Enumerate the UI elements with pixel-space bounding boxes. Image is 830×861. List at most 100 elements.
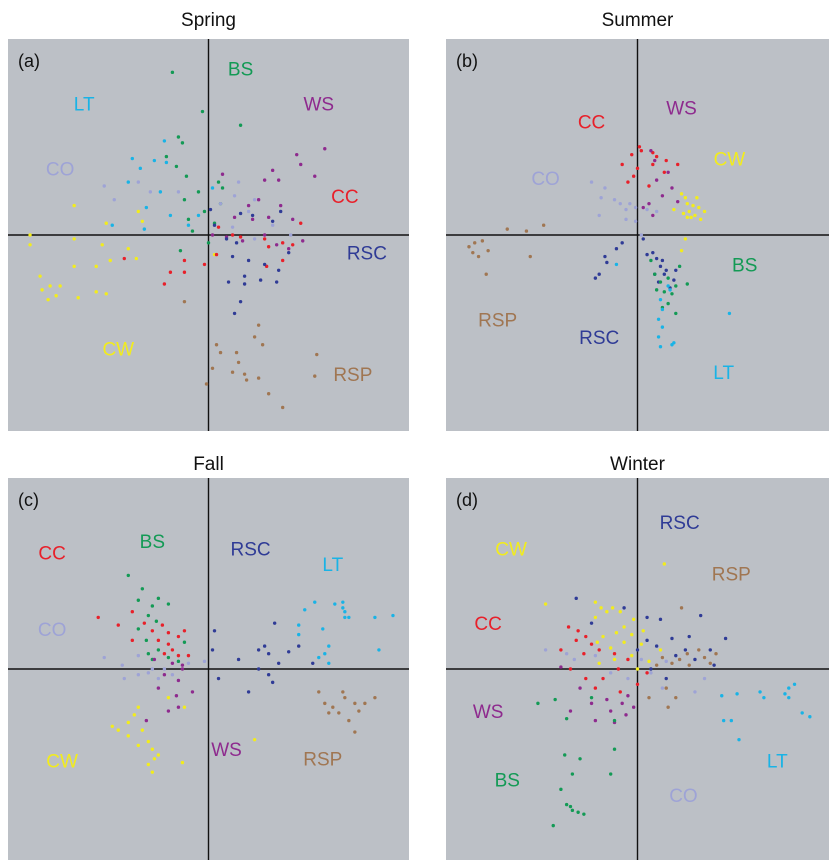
point-ws [240,239,245,243]
point-lt [210,186,215,190]
point-cw [622,640,626,644]
point-bs [174,164,179,169]
point-cc [559,648,563,652]
point-bs [582,812,586,816]
point-cw [612,657,617,662]
point-rsp [256,376,261,380]
point-co [252,198,257,202]
point-cc [566,625,571,629]
point-cc [130,638,135,643]
point-lt [656,317,661,321]
point-lt [614,262,619,267]
point-bs [196,190,201,194]
point-rsc [297,644,301,648]
point-bs [184,174,189,178]
point-co [136,673,141,677]
point-co [693,690,697,694]
point-rsc [258,278,263,282]
point-bs [564,802,569,807]
point-cc [654,154,659,159]
point-ws [190,690,195,694]
point-rsp [670,661,674,665]
group-label-rsp: RSP [712,564,751,585]
point-rsp [343,695,347,700]
point-lt [317,655,321,660]
point-rsp [280,405,285,410]
point-cw [166,695,171,700]
point-rsc [236,657,241,662]
point-rsc [212,223,217,227]
point-lt [792,682,797,686]
point-ws [180,663,185,667]
point-cc [162,282,167,286]
point-cw [104,221,108,225]
point-rsc [256,648,261,652]
point-cc [601,676,605,681]
point-lt [658,345,663,349]
point-co [572,657,577,662]
point-bs [220,186,225,190]
point-rsc [266,673,271,677]
point-cc [584,676,588,681]
point-rsc [270,680,275,685]
point-ws [176,678,181,683]
group-label-lt: LT [322,555,343,576]
group-label-rsc: RSC [660,513,700,534]
point-lt [658,297,663,302]
point-cw [593,615,598,620]
point-co [230,225,235,229]
point-ws [274,243,279,247]
point-rsc [210,648,215,652]
point-lt [660,307,665,312]
point-ws [156,686,161,690]
point-rsc [246,258,251,263]
group-label-cw: CW [495,540,527,561]
point-rsp [677,657,682,662]
point-bs [551,823,555,828]
point-bs [166,655,171,660]
point-ws [676,199,680,204]
point-cc [645,671,649,675]
point-rsc [620,241,624,245]
point-co [564,652,569,656]
point-co [624,207,628,212]
point-bs [677,264,682,269]
point-lt [800,711,804,715]
point-cw [134,256,139,261]
point-cw [58,284,62,288]
point-co [660,686,665,690]
point-rsp [266,392,271,396]
point-ws [162,673,167,677]
point-rsc [250,213,255,218]
point-rsc [238,211,243,216]
point-cc [676,162,680,167]
point-rsp [218,350,223,355]
point-cw [702,209,707,214]
point-ws [651,213,655,218]
point-cc [116,623,120,627]
point-cc [122,256,126,261]
point-co [593,653,598,658]
panel-spring: Spring LT BS WS CO CC RSC CW RSP (a) [8,0,409,431]
point-bs [136,627,141,631]
group-label-lt: LT [767,752,788,773]
point-ws [291,217,295,222]
panel-title: Summer [601,10,674,31]
point-rsp [353,730,357,734]
point-cc [142,621,147,625]
point-rsc [670,636,674,641]
point-rsc [672,278,676,282]
point-ws [589,701,594,706]
point-co [186,661,191,665]
point-lt [668,288,672,292]
point-rsp [331,705,335,709]
point-cw [691,203,695,208]
point-ws [262,233,267,237]
point-rsp [210,366,215,370]
point-cc [202,262,207,267]
point-lt [297,623,301,627]
point-bs [589,695,594,700]
panel-label: (a) [18,51,40,71]
point-cw [126,720,130,725]
point-rsc [645,638,649,643]
